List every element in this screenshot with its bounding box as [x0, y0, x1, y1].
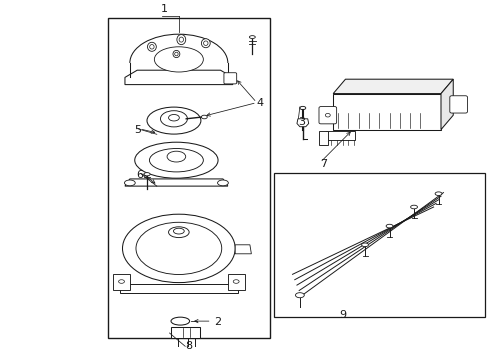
Ellipse shape	[300, 107, 306, 110]
Ellipse shape	[136, 222, 221, 274]
Polygon shape	[125, 70, 233, 85]
Polygon shape	[125, 179, 228, 186]
Ellipse shape	[179, 37, 183, 42]
Polygon shape	[113, 274, 130, 290]
Polygon shape	[228, 274, 245, 290]
Ellipse shape	[201, 39, 210, 48]
Ellipse shape	[144, 173, 150, 176]
Ellipse shape	[233, 280, 239, 283]
Ellipse shape	[201, 115, 207, 119]
Ellipse shape	[435, 192, 442, 195]
Ellipse shape	[154, 47, 203, 72]
Ellipse shape	[386, 224, 393, 228]
Polygon shape	[441, 79, 453, 130]
Ellipse shape	[218, 180, 228, 186]
Text: 9: 9	[340, 310, 346, 320]
Ellipse shape	[249, 36, 255, 39]
Text: 4: 4	[256, 98, 263, 108]
Ellipse shape	[167, 151, 186, 162]
Polygon shape	[326, 131, 355, 140]
Ellipse shape	[173, 228, 184, 234]
Ellipse shape	[169, 114, 179, 121]
Text: 5: 5	[134, 125, 141, 135]
Polygon shape	[333, 79, 453, 94]
Ellipse shape	[169, 227, 189, 238]
Ellipse shape	[411, 205, 417, 209]
Text: 1: 1	[161, 4, 168, 14]
Ellipse shape	[135, 142, 218, 178]
Text: 6: 6	[136, 170, 143, 180]
FancyBboxPatch shape	[319, 107, 337, 124]
Polygon shape	[341, 98, 370, 112]
Ellipse shape	[177, 35, 186, 45]
Ellipse shape	[325, 113, 330, 117]
Ellipse shape	[173, 50, 180, 58]
Polygon shape	[297, 119, 309, 127]
Ellipse shape	[124, 180, 135, 186]
Text: 2: 2	[215, 317, 221, 327]
Polygon shape	[120, 284, 238, 293]
Text: 8: 8	[185, 341, 192, 351]
Ellipse shape	[149, 148, 203, 172]
Ellipse shape	[149, 45, 154, 49]
FancyBboxPatch shape	[450, 96, 467, 113]
Ellipse shape	[147, 107, 201, 134]
Ellipse shape	[203, 41, 208, 45]
Ellipse shape	[122, 214, 235, 283]
Polygon shape	[108, 18, 270, 338]
Ellipse shape	[161, 111, 187, 127]
Polygon shape	[171, 327, 200, 338]
Polygon shape	[274, 173, 485, 317]
Polygon shape	[319, 131, 328, 145]
Ellipse shape	[147, 42, 156, 51]
Ellipse shape	[171, 317, 190, 325]
Ellipse shape	[119, 280, 124, 283]
Ellipse shape	[174, 52, 178, 56]
Polygon shape	[235, 245, 251, 254]
Polygon shape	[333, 94, 441, 130]
Ellipse shape	[295, 293, 304, 298]
FancyBboxPatch shape	[224, 73, 237, 84]
Text: 7: 7	[320, 159, 327, 169]
Text: 3: 3	[298, 117, 305, 127]
Ellipse shape	[362, 243, 368, 247]
